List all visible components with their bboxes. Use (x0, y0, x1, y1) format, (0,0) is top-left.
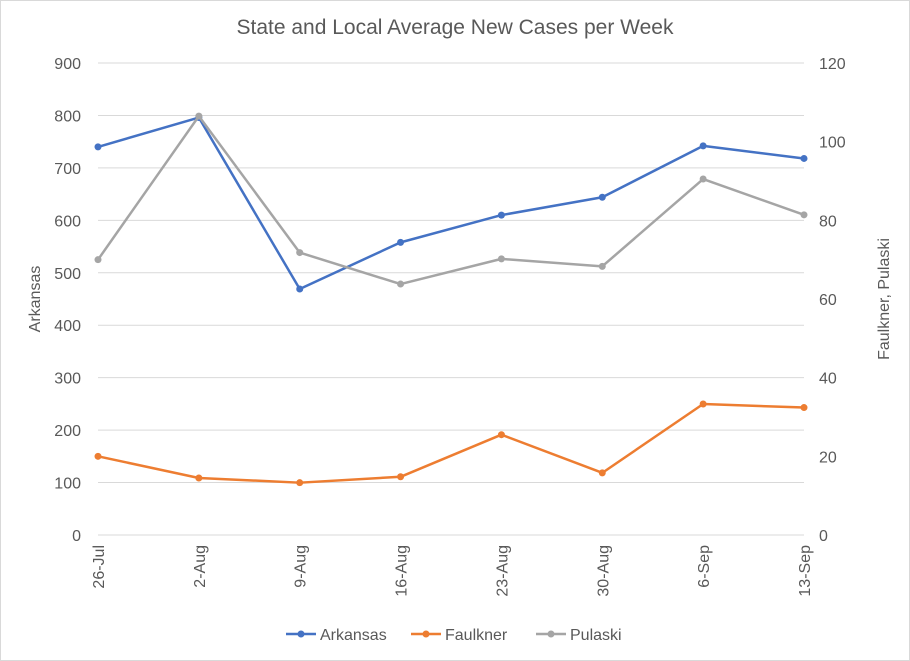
left-axis-ticks: 0 100 200 300 400 500 600 700 800 900 (54, 56, 81, 545)
x-tick-label: 16-Aug (394, 545, 411, 597)
left-tick-label: 800 (54, 108, 81, 125)
right-axis-ticks: 0 20 40 60 80 100 120 (819, 56, 846, 545)
legend-marker (297, 630, 305, 638)
left-tick-label: 0 (72, 528, 81, 545)
data-point (195, 474, 203, 482)
data-point (94, 143, 102, 151)
left-tick-label: 900 (54, 56, 81, 73)
series-line (97, 402, 805, 484)
legend-label: Faulkner (445, 627, 508, 644)
series-line (97, 116, 805, 291)
right-tick-label: 20 (819, 449, 837, 466)
left-tick-label: 500 (54, 266, 81, 283)
series-lines (94, 112, 808, 487)
data-point (800, 404, 808, 412)
data-point (195, 112, 203, 120)
left-tick-label: 200 (54, 423, 81, 440)
left-tick-label: 700 (54, 161, 81, 178)
x-tick-label: 6-Sep (696, 545, 713, 588)
data-point (699, 142, 707, 150)
data-point (598, 262, 606, 270)
legend-label: Arkansas (320, 627, 387, 644)
data-point (296, 249, 304, 257)
right-tick-label: 120 (819, 56, 846, 73)
left-tick-label: 300 (54, 371, 81, 388)
gridlines (98, 62, 804, 536)
x-tick-label: 30-Aug (595, 545, 612, 597)
data-point (296, 285, 304, 293)
data-point (699, 400, 707, 408)
x-tick-label: 2-Aug (192, 545, 209, 588)
legend-item-pulaski: Pulaski (536, 627, 622, 644)
series-pulaski (94, 112, 808, 288)
left-tick-label: 100 (54, 476, 81, 493)
data-point (497, 431, 505, 439)
series-line (96, 114, 805, 286)
right-tick-label: 60 (819, 292, 837, 309)
right-tick-label: 0 (819, 528, 828, 545)
data-point (94, 256, 102, 264)
legend-marker (422, 630, 430, 638)
legend-item-faulkner: Faulkner (411, 627, 508, 644)
legend-label: Pulaski (570, 627, 622, 644)
data-point (699, 175, 707, 183)
right-axis-title: Faulkner, Pulaski (876, 238, 893, 360)
legend-item-arkansas: Arkansas (286, 627, 387, 644)
right-tick-label: 40 (819, 371, 837, 388)
right-tick-label: 100 (819, 135, 846, 152)
chart-title: State and Local Average New Cases per We… (237, 16, 674, 39)
legend-marker (547, 630, 555, 638)
data-point (800, 154, 808, 162)
data-point (497, 255, 505, 263)
left-axis-title: Arkansas (27, 266, 44, 333)
data-point (397, 238, 405, 246)
series-faulkner (94, 400, 808, 487)
x-tick-label: 9-Aug (293, 545, 310, 588)
data-point (800, 211, 808, 219)
x-axis-ticks: 26-Jul 2-Aug 9-Aug 16-Aug 23-Aug 30-Aug 6-Sep 1… (91, 545, 814, 597)
x-tick-label: 23-Aug (494, 545, 511, 597)
right-tick-label: 80 (819, 213, 837, 230)
data-point (598, 469, 606, 477)
data-point (598, 193, 606, 201)
data-point (94, 452, 102, 460)
series-arkansas (94, 114, 808, 293)
data-point (397, 280, 405, 288)
legend: Arkansas Faulkner Pulaski (286, 627, 622, 644)
x-tick-label: 26-Jul (91, 545, 108, 589)
x-tick-label: 13-Sep (797, 545, 814, 597)
left-tick-label: 400 (54, 318, 81, 335)
left-tick-label: 600 (54, 213, 81, 230)
data-point (497, 211, 505, 219)
data-point (296, 479, 304, 487)
data-point (397, 473, 405, 481)
